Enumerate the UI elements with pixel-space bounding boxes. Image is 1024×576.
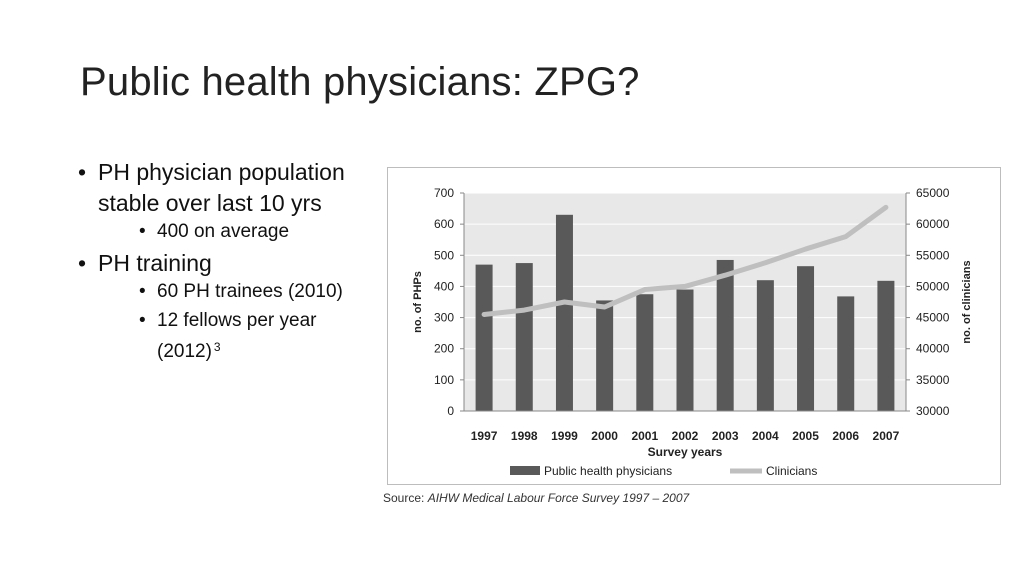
bar [837, 296, 855, 411]
bullet-item: PH training 60 PH trainees (2010) 12 fel… [78, 248, 378, 365]
slide-title: Public health physicians: ZPG? [80, 60, 640, 104]
bar [475, 264, 493, 411]
bullet-list: PH physician population stable over last… [78, 157, 378, 368]
sub-bullet-item: 60 PH trainees (2010) [98, 279, 378, 305]
y2-tick-label: 65000 [916, 186, 950, 200]
y-axis-label: no. of PHPs [412, 271, 424, 333]
combo-chart: 0 100 200 300 400 500 600 700 30000 35000 40000 45… [412, 186, 973, 478]
line-series-clinicians [481, 204, 889, 317]
y2-tick-label: 40000 [916, 342, 950, 356]
bar [877, 280, 895, 411]
y-tick-label: 300 [434, 311, 454, 325]
y2-tick-label: 60000 [916, 217, 950, 231]
x-axis-ticks: 1997 1998 1999 2000 2001 2002 2003 2004 2005 2006… [471, 429, 900, 443]
y-tick-label: 0 [447, 404, 454, 418]
sub-bullet-text: 400 on average [157, 221, 290, 242]
x-tick-label: 1998 [511, 429, 538, 443]
bullet-text: PH training [98, 250, 212, 276]
bar [515, 263, 533, 411]
x-tick-label: 1997 [471, 429, 498, 443]
x-tick-label: 2007 [873, 429, 900, 443]
y-tick-label: 500 [434, 248, 454, 262]
y-tick-label: 400 [434, 279, 454, 293]
bullet-item: PH physician population stable over last… [78, 157, 378, 245]
legend-swatch-public-health-physicians [510, 466, 540, 475]
y2-tick-label: 30000 [916, 404, 950, 418]
sub-bullet-item: 12 fellows per year (2012)3 [98, 308, 378, 365]
bar [555, 214, 573, 411]
x-tick-label: 2000 [591, 429, 618, 443]
x-tick-label: 2003 [712, 429, 739, 443]
y2-tick-label: 45000 [916, 311, 950, 325]
chart-frame: 0 100 200 300 400 500 600 700 30000 35000 40000 45… [387, 167, 1001, 485]
sub-bullet-item: 400 on average [98, 219, 378, 245]
source-note: Source: AIHW Medical Labour Force Survey… [383, 491, 689, 505]
bar [716, 259, 734, 411]
x-axis-label: Survey years [648, 445, 723, 459]
source-text: AIHW Medical Labour Force Survey 1997 – … [427, 491, 690, 505]
y2-tick-label: 55000 [916, 248, 950, 262]
legend-label-public-health-physicians: Public health physicians [544, 464, 672, 478]
y-tick-label: 100 [434, 373, 454, 387]
left-axis-ticks: 0 100 200 300 400 500 600 700 [434, 186, 464, 418]
x-tick-label: 2005 [792, 429, 819, 443]
bar [676, 289, 694, 411]
bar [596, 300, 614, 411]
x-tick-label: 2001 [631, 429, 658, 443]
y-tick-label: 600 [434, 217, 454, 231]
x-tick-label: 2002 [672, 429, 699, 443]
x-tick-label: 2004 [752, 429, 779, 443]
footnote-marker: 3 [213, 340, 221, 354]
legend-label-clinicians: Clinicians [766, 464, 817, 478]
y-tick-label: 200 [434, 342, 454, 356]
bullet-text: PH physician population stable over last… [98, 159, 345, 216]
bar [636, 294, 654, 411]
legend: Public health physicians Clinicians [510, 464, 817, 478]
source-prefix: Source: [383, 491, 425, 505]
right-axis-ticks: 30000 35000 40000 45000 50000 55000 60000 65000 [906, 186, 950, 418]
y2-tick-label: 35000 [916, 373, 950, 387]
bar-series-public-health-physicians [475, 214, 895, 411]
x-tick-label: 2006 [832, 429, 859, 443]
sub-bullet-text: 12 fellows per year (2012) [157, 310, 317, 362]
y2-tick-label: 50000 [916, 279, 950, 293]
bar [756, 280, 774, 411]
y2-axis-label: no. of clinicians [961, 260, 973, 343]
sub-bullet-text: 60 PH trainees (2010) [157, 281, 343, 302]
y-tick-label: 700 [434, 186, 454, 200]
bar [797, 266, 815, 411]
x-tick-label: 1999 [551, 429, 578, 443]
